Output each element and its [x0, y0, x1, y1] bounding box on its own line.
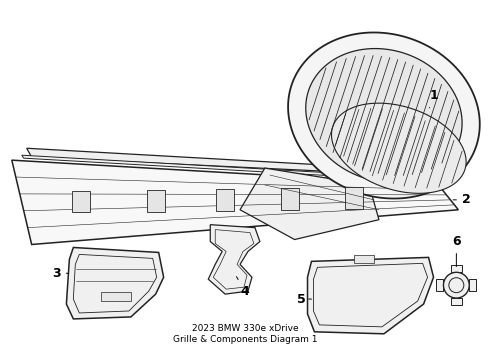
Polygon shape	[354, 255, 374, 264]
Polygon shape	[469, 279, 476, 291]
Polygon shape	[306, 49, 462, 183]
Polygon shape	[345, 188, 363, 209]
Polygon shape	[101, 292, 131, 301]
Text: 2023 BMW 330e xDrive
Grille & Components Diagram 1: 2023 BMW 330e xDrive Grille & Components…	[173, 324, 317, 344]
Polygon shape	[66, 247, 164, 319]
Polygon shape	[147, 190, 165, 212]
Polygon shape	[281, 188, 298, 210]
Polygon shape	[216, 189, 234, 211]
Polygon shape	[450, 265, 462, 272]
Text: 1: 1	[429, 89, 438, 108]
Polygon shape	[450, 298, 462, 305]
Polygon shape	[12, 160, 458, 244]
Polygon shape	[22, 155, 371, 178]
Polygon shape	[73, 190, 90, 212]
Polygon shape	[332, 103, 466, 193]
Polygon shape	[240, 168, 379, 239]
Text: 5: 5	[297, 293, 312, 306]
Text: 2: 2	[453, 193, 471, 206]
Polygon shape	[437, 279, 443, 291]
Circle shape	[443, 272, 469, 298]
Text: 6: 6	[452, 235, 461, 266]
Text: 4: 4	[237, 277, 249, 298]
Polygon shape	[208, 225, 260, 294]
Text: 3: 3	[52, 267, 69, 280]
Polygon shape	[26, 148, 384, 174]
Polygon shape	[288, 32, 480, 198]
Polygon shape	[308, 257, 434, 334]
